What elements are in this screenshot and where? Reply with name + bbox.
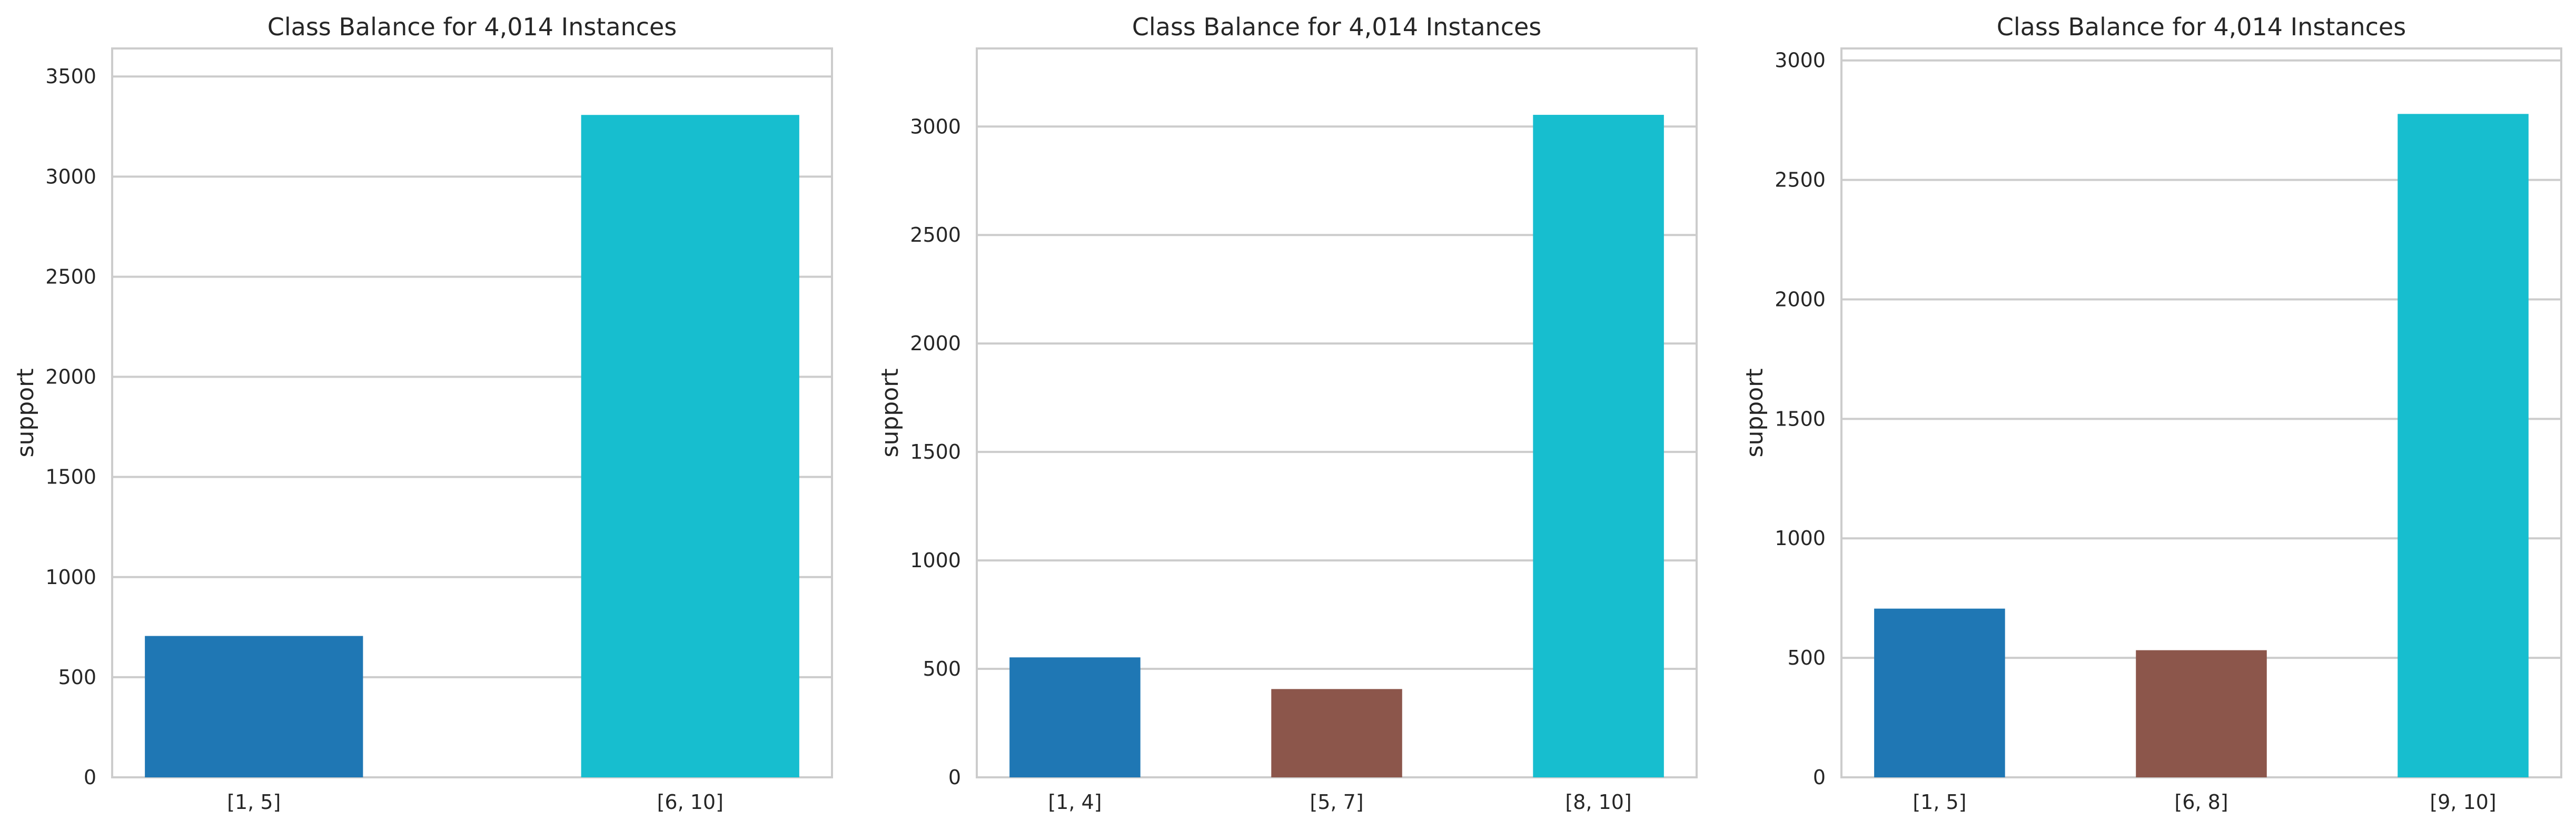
- y-tick-label: 2500: [45, 265, 96, 288]
- y-tick-label: 500: [923, 657, 961, 680]
- y-tick-label: 1500: [1775, 407, 1826, 430]
- y-tick-label: 3000: [910, 115, 961, 138]
- y-tick-label: 1500: [910, 440, 961, 463]
- y-tick-label: 2000: [1775, 288, 1826, 311]
- y-tick-label: 1000: [1775, 527, 1826, 550]
- bar-2-3: [1533, 115, 1664, 778]
- y-tick-label: 3000: [1775, 49, 1826, 72]
- y-tick-label: 0: [1813, 766, 1826, 789]
- bar-1-2: [581, 115, 799, 778]
- y-axis-label: support: [1741, 369, 1768, 458]
- bar-3-1: [1874, 608, 2005, 777]
- x-tick-label: [5, 7]: [1310, 791, 1363, 814]
- y-tick-label: 0: [948, 766, 961, 789]
- y-tick-label: 2000: [45, 365, 96, 389]
- bar-3-3: [2397, 114, 2529, 777]
- chart-panel-1: 0 500 1000 1500 2000 2500 3000 3500 [1, 5] [6, 10…: [12, 13, 833, 814]
- chart-title: Class Balance for 4,014 Instances: [267, 13, 677, 41]
- chart-title: Class Balance for 4,014 Instances: [1132, 13, 1542, 41]
- x-tick-label: [6, 10]: [657, 791, 724, 814]
- chart-panel-2: 0 500 1000 1500 2000 2500 3000 [1, 4] [5, 7] [8, …: [877, 13, 1698, 814]
- bar-2-1: [1009, 657, 1141, 777]
- y-axis-label: support: [877, 369, 904, 458]
- x-tick-label: [1, 5]: [1913, 791, 1966, 814]
- y-tick-label: 1000: [910, 549, 961, 572]
- y-tick-label: 2500: [910, 223, 961, 246]
- chart-title: Class Balance for 4,014 Instances: [1997, 13, 2406, 41]
- x-tick-label: [9, 10]: [2430, 791, 2496, 814]
- x-tick-label: [8, 10]: [1565, 791, 1631, 814]
- y-axis-label: support: [12, 369, 39, 458]
- y-tick-label: 2000: [910, 332, 961, 355]
- bar-1-1: [145, 636, 363, 777]
- x-tick-label: [1, 5]: [227, 791, 281, 814]
- y-tick-label: 1000: [45, 566, 96, 589]
- y-tick-label: 1500: [45, 466, 96, 489]
- x-tick-label: [6, 8]: [2174, 791, 2228, 814]
- y-tick-label: 2500: [1775, 169, 1826, 192]
- chart-panel-3: 0 500 1000 1500 2000 2500 3000 [1, 5] [6, 8] [9, …: [1741, 13, 2562, 814]
- y-tick-label: 3000: [45, 165, 96, 188]
- bar-2-2: [1271, 689, 1402, 777]
- y-tick-label: 500: [58, 666, 96, 689]
- y-tick-label: 0: [84, 766, 96, 789]
- x-tick-label: [1, 4]: [1048, 791, 1102, 814]
- bar-3-2: [2136, 650, 2267, 777]
- y-tick-label: 500: [1787, 646, 1826, 669]
- y-tick-label: 3500: [45, 65, 96, 88]
